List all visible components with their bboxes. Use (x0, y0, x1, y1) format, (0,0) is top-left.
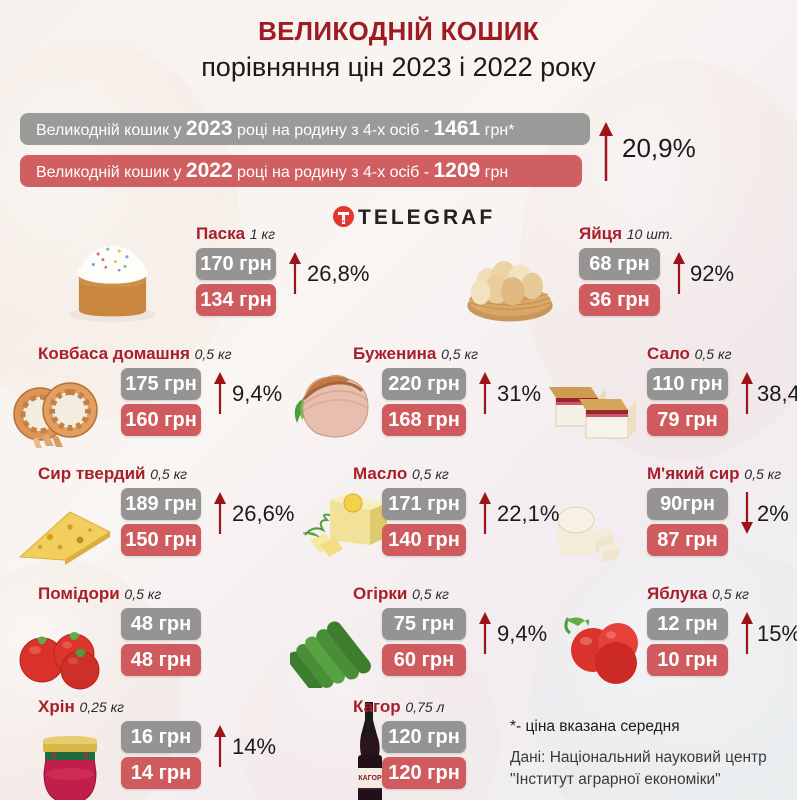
svg-text:КАГОР: КАГОР (358, 775, 382, 782)
